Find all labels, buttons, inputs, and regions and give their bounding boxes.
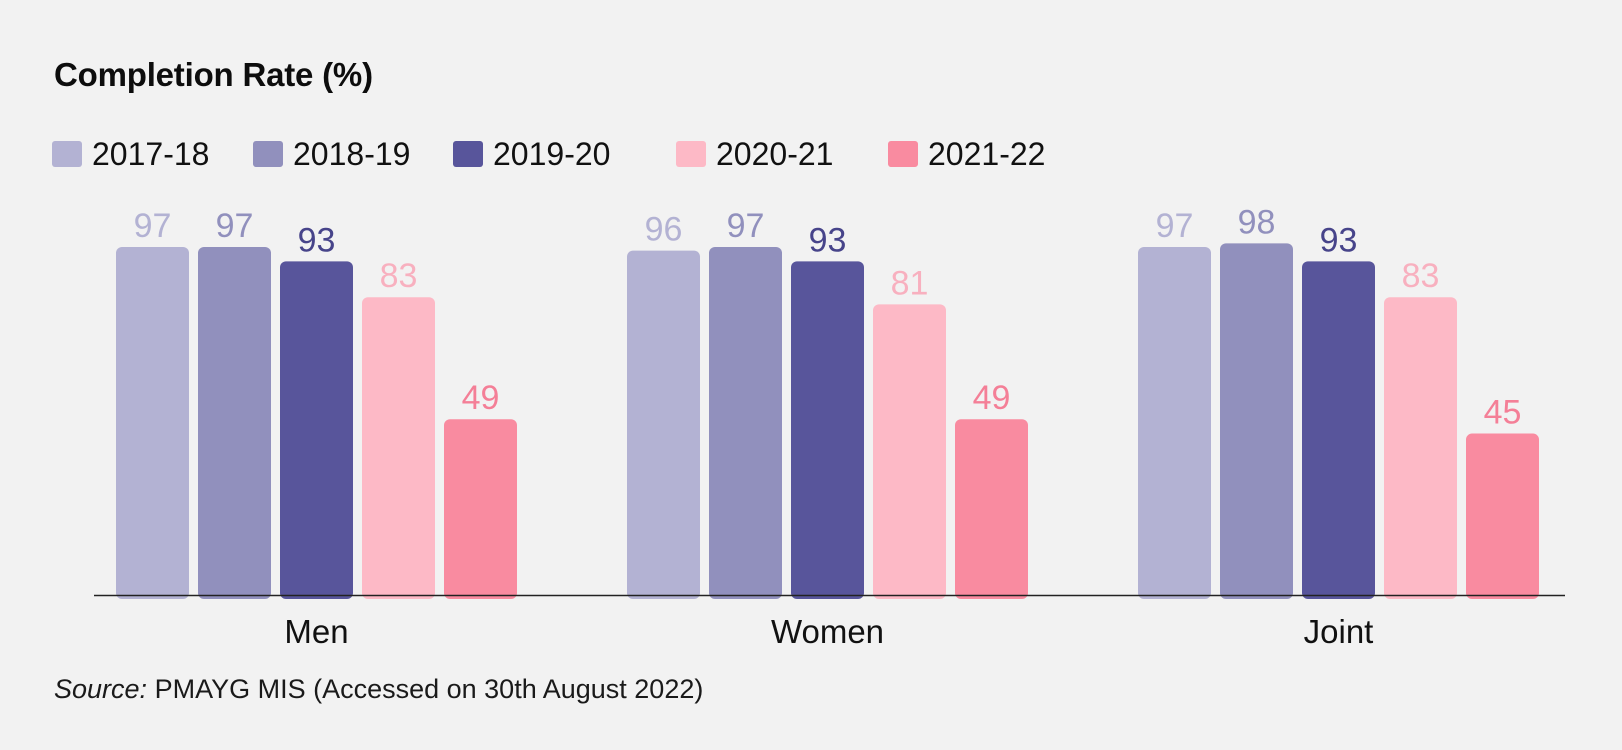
- data-label: 93: [298, 221, 336, 259]
- source-label: Source:: [54, 674, 148, 704]
- bar-group-men: 97 97 93 83 49: [116, 207, 517, 599]
- data-label: 45: [1484, 394, 1522, 432]
- data-label: 93: [809, 221, 847, 259]
- data-label: 49: [462, 379, 500, 417]
- bar-chart: 97 97 93 83 49 Men 96 97 93 81 49 Women 97 98 93 83 45 Jo…: [94, 203, 1565, 650]
- bar-women-2021-22: [955, 419, 1028, 599]
- legend-item-2020-21: 2020-21: [676, 134, 833, 174]
- bar-joint-2017-18: [1138, 247, 1211, 599]
- legend-label: 2021-22: [928, 135, 1046, 172]
- legend-item-2021-22: 2021-22: [888, 134, 1045, 174]
- legend-swatch: [52, 141, 82, 167]
- data-label: 98: [1238, 203, 1276, 241]
- bar-men-2019-20: [280, 261, 353, 599]
- bar-group-joint: 97 98 93 83 45: [1138, 203, 1539, 600]
- data-label: 97: [134, 207, 172, 245]
- data-label: 83: [1402, 257, 1440, 295]
- category-label-women: Women: [771, 613, 884, 650]
- chart-title: Completion Rate (%): [54, 56, 373, 93]
- legend-swatch: [676, 141, 706, 167]
- bar-women-2019-20: [791, 261, 864, 599]
- bar-women-2017-18: [627, 250, 700, 599]
- data-label: 83: [380, 257, 418, 295]
- data-label: 81: [891, 264, 929, 302]
- bar-joint-2021-22: [1466, 433, 1539, 599]
- legend-label: 2019-20: [493, 135, 611, 172]
- legend-label: 2018-19: [293, 135, 411, 172]
- category-label-men: Men: [284, 613, 348, 650]
- legend-swatch: [253, 141, 283, 167]
- data-label: 97: [216, 207, 254, 245]
- source-note: Source: PMAYG MIS (Accessed on 30th Augu…: [54, 674, 703, 705]
- bar-group-women: 96 97 93 81 49: [627, 207, 1028, 599]
- bar-women-2020-21: [873, 304, 946, 599]
- source-text: PMAYG MIS (Accessed on 30th August 2022): [147, 674, 704, 704]
- bar-joint-2020-21: [1384, 297, 1457, 599]
- data-label: 93: [1320, 221, 1358, 259]
- data-label: 97: [727, 207, 765, 245]
- category-label-joint: Joint: [1304, 613, 1374, 650]
- bar-joint-2019-20: [1302, 261, 1375, 599]
- legend-label: 2020-21: [716, 135, 834, 172]
- bar-women-2018-19: [709, 247, 782, 599]
- legend-swatch: [888, 141, 918, 167]
- bar-men-2021-22: [444, 419, 517, 599]
- bar-men-2020-21: [362, 297, 435, 599]
- data-label: 49: [973, 379, 1011, 417]
- legend-label: 2017-18: [92, 135, 210, 172]
- legend-item-2018-19: 2018-19: [253, 134, 410, 174]
- legend-item-2019-20: 2019-20: [453, 134, 610, 174]
- bar-joint-2018-19: [1220, 243, 1293, 600]
- legend-swatch: [453, 141, 483, 167]
- bar-men-2018-19: [198, 247, 271, 599]
- data-label: 96: [645, 211, 683, 249]
- data-label: 97: [1156, 207, 1194, 245]
- bar-men-2017-18: [116, 247, 189, 599]
- legend-item-2017-18: 2017-18: [52, 134, 209, 174]
